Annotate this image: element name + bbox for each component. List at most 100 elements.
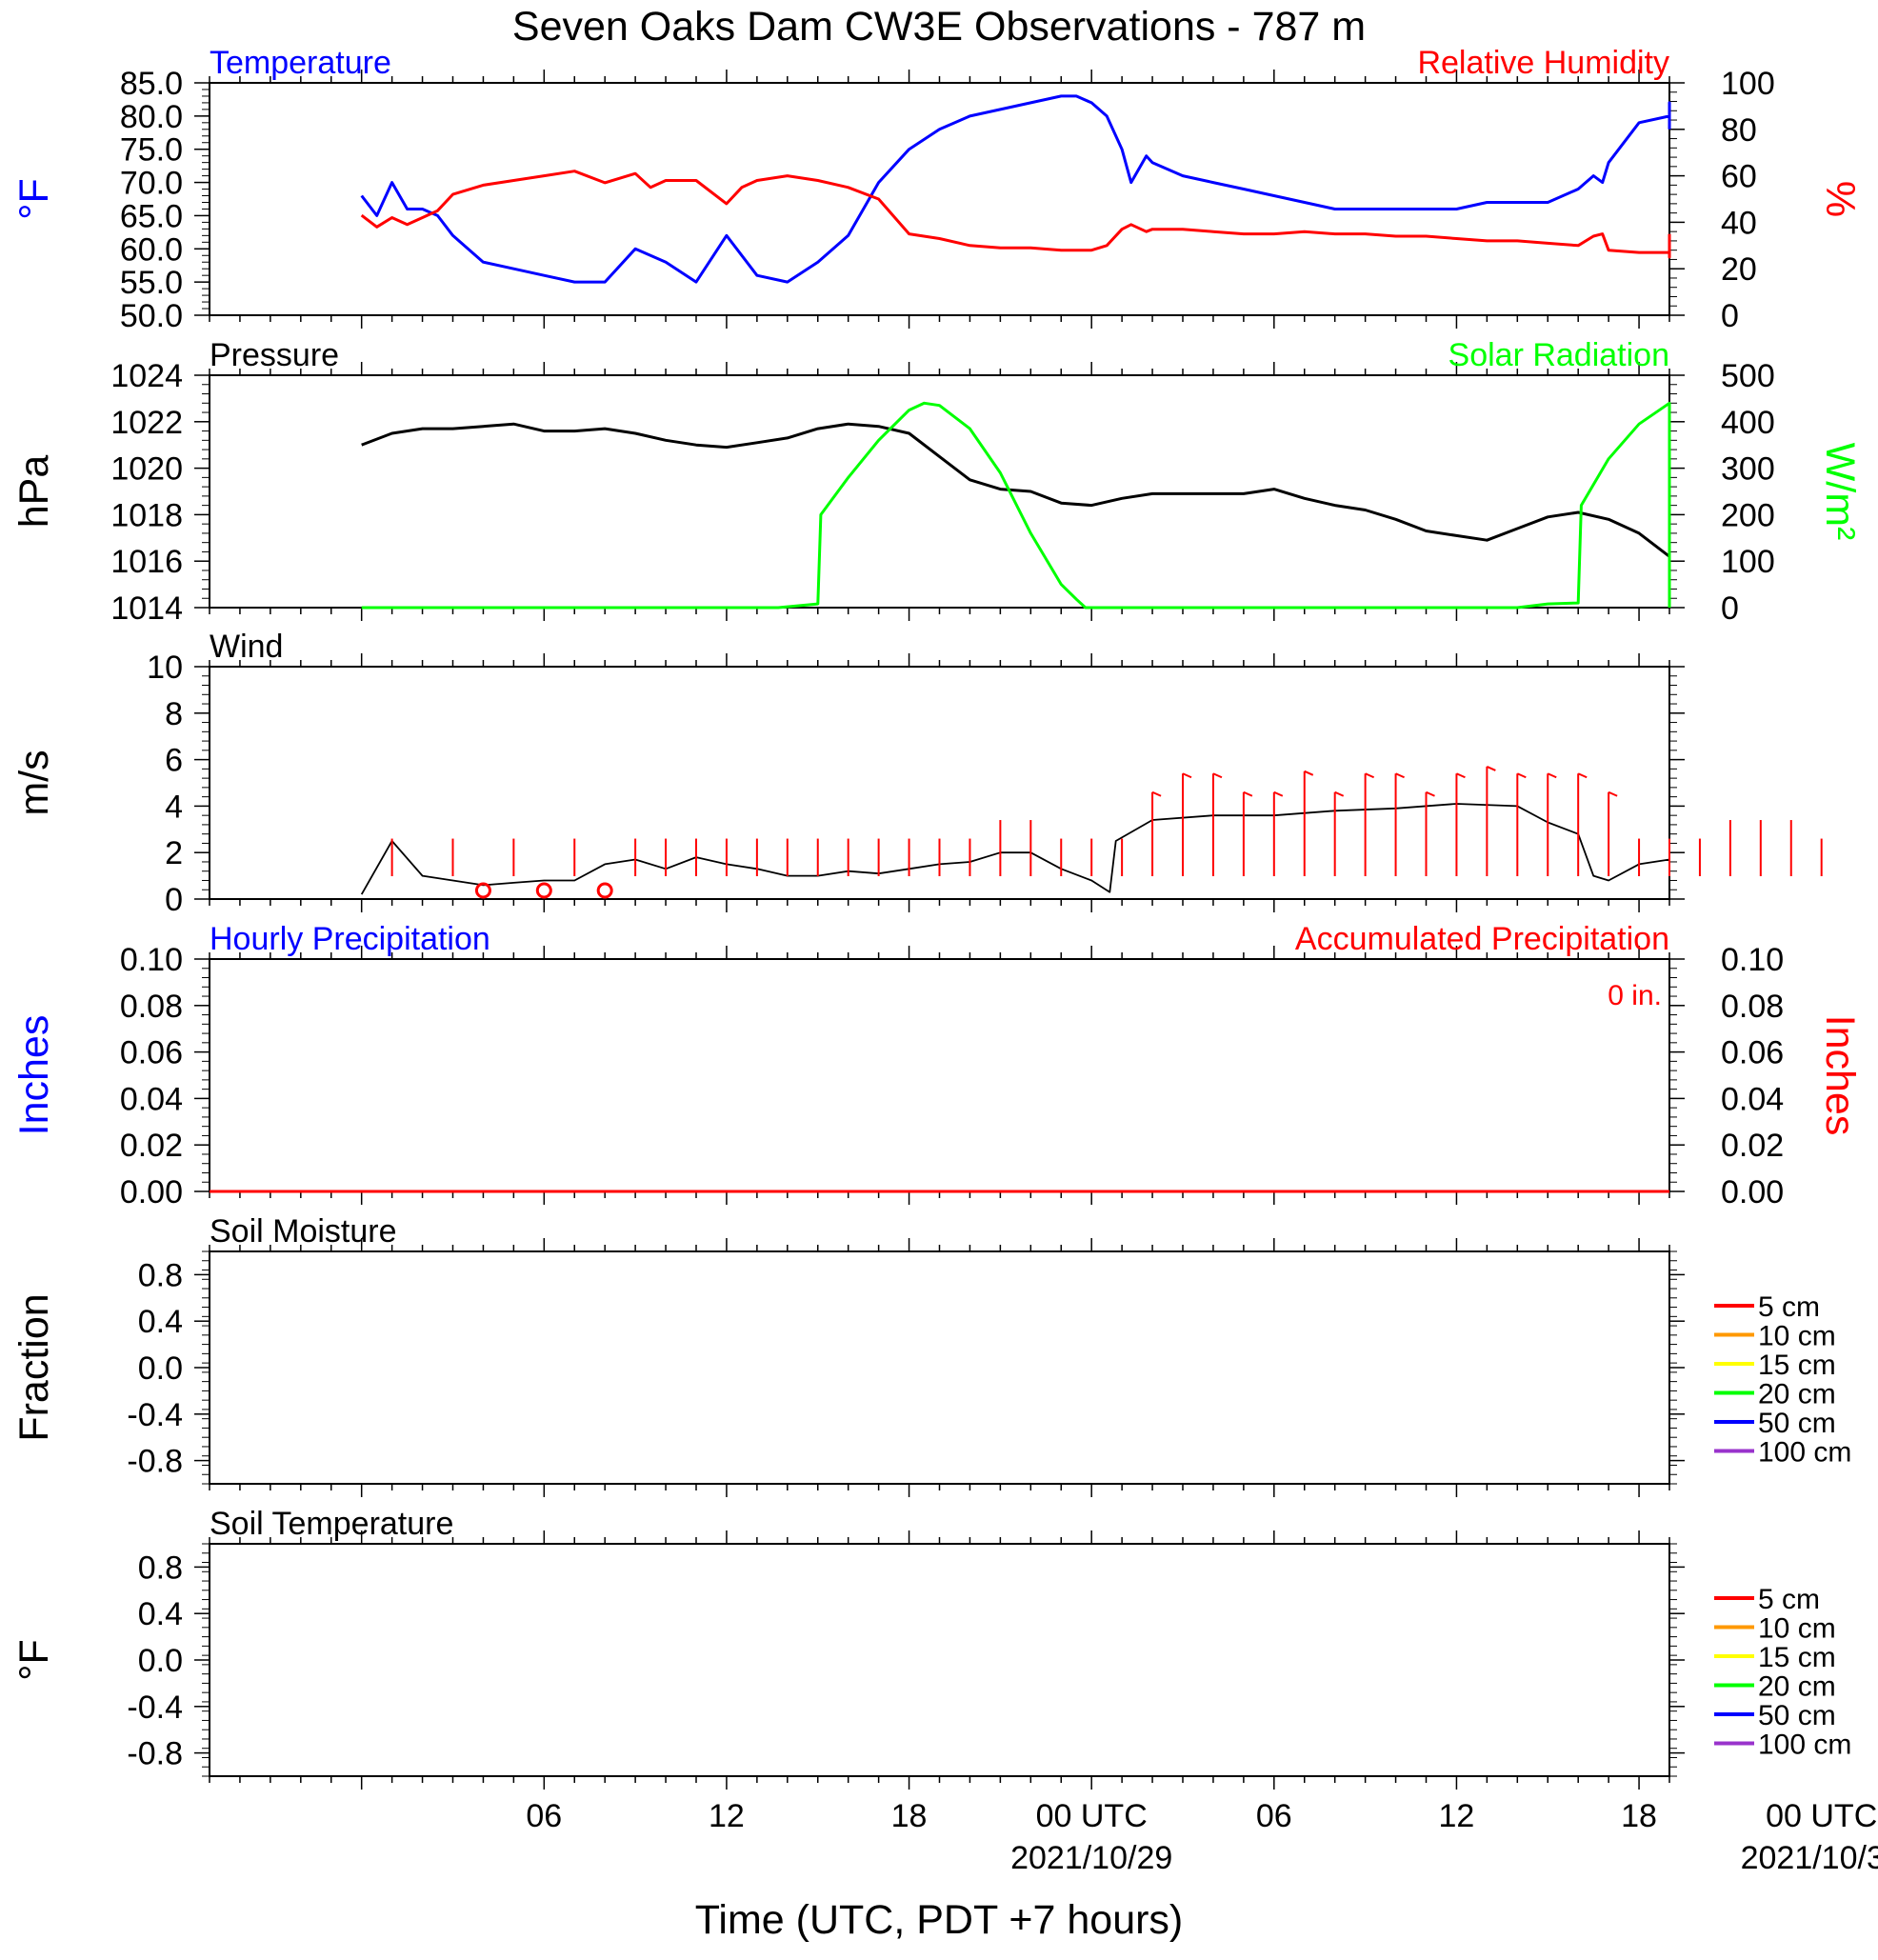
y-tick-label: 70.0 (120, 166, 183, 202)
panel-right-title: Accumulated Precipitation (1295, 921, 1669, 957)
legend-entry: 5 cm (1758, 1584, 1820, 1615)
legend-entry: 50 cm (1758, 1700, 1836, 1731)
y-axis-label: Fraction (11, 1293, 57, 1441)
y2-tick-label: 0.00 (1721, 1174, 1784, 1210)
x-tick-label: 12 (1439, 1798, 1475, 1834)
y2-tick-label: 100 (1721, 544, 1775, 580)
y2-tick-label: 20 (1721, 251, 1757, 288)
legend-entry: 5 cm (1758, 1291, 1820, 1323)
y2-tick-label: 300 (1721, 451, 1775, 488)
x-tick-date: 2021/10/30 (1741, 1840, 1878, 1876)
x-tick-label: 06 (526, 1798, 562, 1834)
y2-axis-label: % (1817, 181, 1863, 217)
y-tick-label: 0.8 (138, 1550, 183, 1586)
plot-frame (209, 1543, 1670, 1777)
y2-tick-label: 0.06 (1721, 1035, 1784, 1071)
y-tick-label: 0.0 (138, 1643, 183, 1679)
wind-barb-flag (1212, 772, 1223, 779)
wind-barb-flag (1456, 772, 1466, 779)
y-axis-label: Inches (11, 1015, 57, 1136)
wind-barb-flag (1151, 790, 1162, 797)
legend-entry: 10 cm (1758, 1321, 1836, 1352)
y2-axis-label: W/m² (1817, 443, 1863, 541)
wind-barb-flag (1426, 790, 1435, 797)
y-tick-label: 1018 (110, 497, 183, 533)
panel-title: Temperature (210, 45, 391, 81)
y-axis-label: °F (11, 1639, 57, 1680)
y-tick-label: 6 (165, 743, 183, 779)
y-tick-label: 8 (165, 696, 183, 732)
calm-wind-marker (596, 882, 613, 899)
temperature-line (360, 94, 1671, 284)
plot-frame (209, 82, 1670, 316)
y-axis-label: °F (11, 178, 57, 219)
y2-tick-label: 60 (1721, 159, 1757, 195)
y-tick-label: 1024 (110, 358, 183, 394)
calm-wind-marker (535, 882, 552, 899)
wind-barb-flag (1486, 766, 1496, 771)
x-tick-label: 06 (1256, 1798, 1292, 1834)
y-tick-label: 0.4 (138, 1596, 183, 1632)
y-tick-label: 1020 (110, 451, 183, 488)
y2-tick-label: 0.04 (1721, 1081, 1784, 1117)
plot-frame (209, 1250, 1670, 1485)
y-tick-label: 0.4 (138, 1304, 183, 1340)
y2-tick-label: 0.10 (1721, 942, 1784, 978)
y-tick-label: -0.4 (127, 1397, 183, 1433)
legend-entry: 100 cm (1758, 1437, 1851, 1469)
y-tick-label: 55.0 (120, 265, 183, 301)
legend-entry: 100 cm (1758, 1730, 1851, 1761)
wind-barb-flag (1547, 772, 1557, 779)
accumulated-total: 0 in. (1608, 980, 1662, 1011)
wind-barb-flag (1334, 790, 1345, 797)
y-tick-label: -0.8 (127, 1444, 183, 1480)
wind-barb-flag (1516, 772, 1527, 779)
wind-barb-flag (1243, 790, 1253, 797)
x-tick-label: 00 UTC (1036, 1798, 1148, 1834)
y2-tick-label: 200 (1721, 497, 1775, 533)
panel-temp_rh: 50.055.060.065.070.075.080.085.0 0 20 40 60 8… (11, 45, 1863, 334)
y-tick-label: 10 (147, 650, 183, 686)
y-tick-label: 1014 (110, 590, 183, 627)
pressure-line (361, 422, 1671, 587)
panel-pressure_solar: 1014 1016 1018 1020 1022 1024 0 100 200 300 400 500… (11, 337, 1863, 627)
solar-radiation-line (361, 401, 1671, 610)
y-tick-label: 50.0 (120, 298, 183, 334)
legend-entry: 15 cm (1758, 1642, 1836, 1673)
y-tick-label: 75.0 (120, 132, 183, 169)
x-tick-label: 18 (1621, 1798, 1657, 1834)
y-tick-label: 0.04 (120, 1081, 183, 1117)
chart-title: Seven Oaks Dam CW3E Observations - 787 m (512, 4, 1366, 50)
panel-soil_moisture: -0.8 -0.4 0.0 0.4 0.8 Soil Moisture Fraction 5 … (11, 1213, 1851, 1497)
x-axis-label: Time (UTC, PDT +7 hours) (695, 1897, 1184, 1943)
y2-tick-label: 0.02 (1721, 1128, 1784, 1164)
wind-barb-flag (1273, 790, 1284, 797)
legend-entry: 15 cm (1758, 1350, 1836, 1381)
y-tick-label: 4 (165, 789, 183, 825)
y2-tick-label: 0 (1721, 590, 1739, 627)
wind-barb-flag (1182, 772, 1192, 779)
panel-title: Soil Temperature (210, 1506, 453, 1542)
y-tick-label: 0.08 (120, 989, 183, 1025)
y2-tick-label: 400 (1721, 405, 1775, 441)
y-axis-label: hPa (11, 455, 57, 529)
plot-frame (209, 374, 1670, 609)
panel-title: Wind (210, 629, 283, 665)
y-tick-label: 0.10 (120, 942, 183, 978)
panel-right-title: Solar Radiation (1448, 337, 1669, 373)
panel-precip: 0.00 0.02 0.04 0.06 0.08 0.10 0.00 0.02 0.04 0.06… (11, 921, 1863, 1210)
y-tick-label: 0.8 (138, 1257, 183, 1293)
y-tick-label: 65.0 (120, 198, 183, 234)
y-tick-label: 0.06 (120, 1035, 183, 1071)
y-tick-label: 60.0 (120, 231, 183, 268)
x-tick-label: 00 UTC (1766, 1798, 1877, 1834)
panel-title: Pressure (210, 337, 339, 373)
y-tick-label: 0.0 (138, 1350, 183, 1387)
y-tick-label: 1016 (110, 544, 183, 580)
y-tick-label: 80.0 (120, 99, 183, 135)
wind-barb-flag (1577, 772, 1588, 779)
y-tick-label: 2 (165, 835, 183, 871)
